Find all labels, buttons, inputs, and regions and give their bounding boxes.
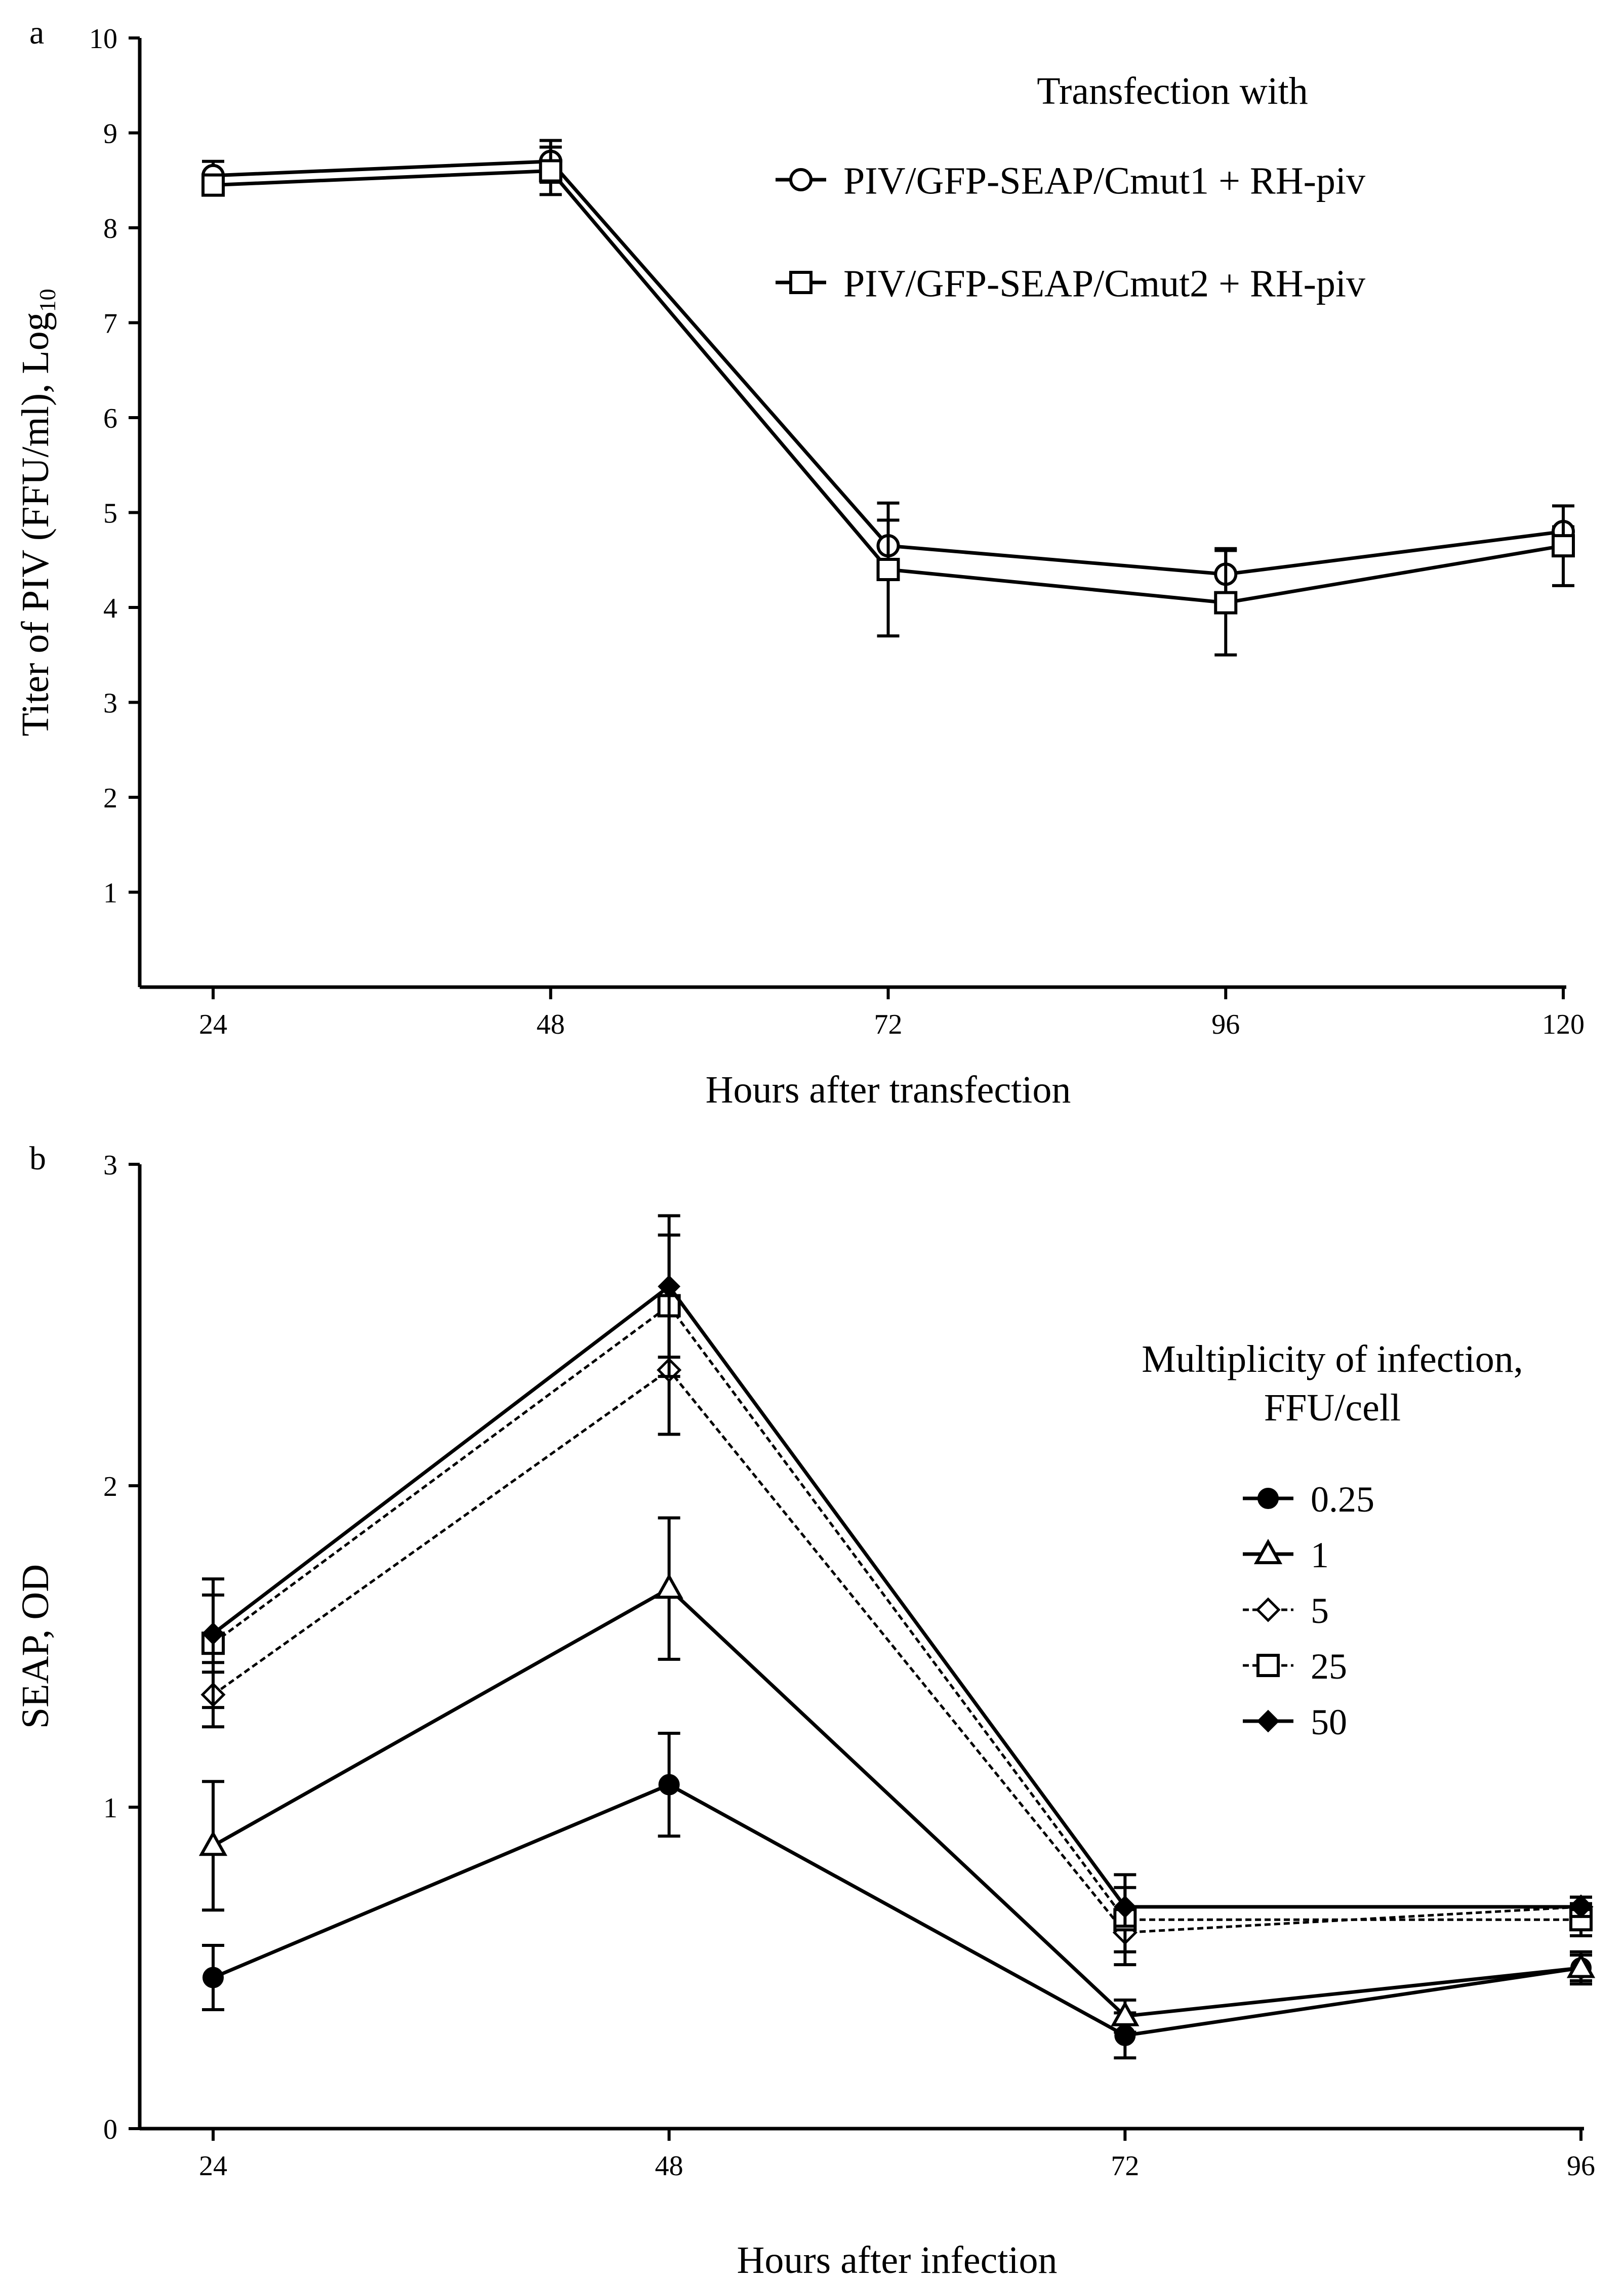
series-line	[212, 1304, 1581, 1921]
y-tick-label: 2	[103, 783, 117, 814]
legend-entry: PIV/GFP-SEAP/Cmut2 + RH-piv	[843, 262, 1365, 305]
data-point	[658, 1275, 681, 1298]
data-point	[1566, 1952, 1596, 1978]
y-tick-label: 4	[103, 593, 117, 624]
y-axis-label: Titer of PIV (FFU/ml), Log10	[14, 289, 60, 736]
x-tick-label: 120	[1542, 1009, 1585, 1040]
series-2	[201, 145, 1575, 657]
y-tick-label: 5	[103, 498, 117, 529]
y-axis-label: SEAP, OD	[14, 1564, 57, 1729]
y-tick-label: 1	[103, 1793, 117, 1824]
data-point	[1214, 591, 1238, 615]
legend-title: FFU/cell	[1264, 1387, 1401, 1429]
legend-entry: 25	[1311, 1646, 1347, 1687]
legend-marker	[1255, 1597, 1281, 1622]
series-line	[212, 1284, 1581, 1909]
y-tick-label: 8	[103, 213, 117, 245]
y-tick-label: 3	[103, 688, 117, 719]
data-point	[198, 1830, 228, 1856]
legend-marker	[1256, 1654, 1280, 1677]
x-tick-label: 48	[537, 1009, 565, 1040]
series-line	[212, 1586, 1581, 2018]
data-point	[655, 1573, 683, 1599]
data-point	[1111, 2001, 1140, 2026]
y-axis-label-subscript: 10	[34, 289, 60, 312]
legend: Transfection with PIV/GFP-SEAP/Cmut1 + RH…	[776, 70, 1365, 305]
legend-marker	[1257, 1488, 1279, 1509]
data-point	[876, 558, 900, 581]
x-axis-label: Hours after transfection	[706, 1069, 1071, 1111]
series-1	[202, 1731, 1592, 2060]
data-point	[1113, 1895, 1136, 1919]
legend-entry: 1	[1311, 1535, 1329, 1575]
legend-marker	[1256, 1709, 1280, 1733]
legend-title: Multiplicity of infection,	[1142, 1338, 1523, 1380]
data-point	[202, 1967, 224, 1988]
legend-entry: 50	[1311, 1702, 1347, 1742]
x-tick-label: 24	[199, 2150, 227, 2182]
y-axis-label-main: Titer of PIV (FFU/ml), Log	[14, 312, 57, 736]
x-tick-label: 72	[1111, 2150, 1139, 2182]
x-tick-label: 24	[199, 1009, 227, 1040]
data-point	[658, 1774, 680, 1796]
legend-entry: 0.25	[1311, 1479, 1374, 1520]
data-point	[201, 173, 225, 197]
y-tick-label: 3	[103, 1150, 117, 1181]
panel-label: a	[29, 14, 44, 51]
data-point	[1569, 1895, 1593, 1919]
data-point	[1552, 534, 1575, 558]
y-tick-label: 0	[103, 2114, 117, 2145]
y-axis-label-main: SEAP, OD	[14, 1564, 57, 1729]
x-tick-label: 48	[655, 2150, 683, 2182]
y-tick-label: 1	[103, 878, 117, 909]
x-axis-label: Hours after infection	[737, 2239, 1057, 2281]
x-tick-label: 96	[1567, 2150, 1595, 2182]
x-tick-label: 96	[1211, 1009, 1240, 1040]
x-tick-label: 72	[874, 1009, 903, 1040]
legend-entry: PIV/GFP-SEAP/Cmut1 + RH-piv	[843, 159, 1365, 202]
legend-marker	[789, 271, 813, 294]
y-tick-label: 6	[103, 403, 117, 434]
y-tick-label: 2	[103, 1471, 117, 1502]
legend-marker	[1253, 1538, 1283, 1564]
series-line	[212, 1782, 1581, 2038]
series-5	[201, 1214, 1593, 1928]
panel-label: b	[29, 1140, 46, 1177]
legend-title: Transfection with	[1037, 70, 1308, 112]
y-tick-label: 7	[103, 308, 117, 340]
panel-a: a 1 2 3 4 5 6 7 8 9 10 24 48 72 96 120 Hours after trans…	[14, 14, 1585, 1111]
series-line	[212, 1368, 1581, 1934]
y-tick-label: 10	[89, 23, 117, 55]
legend-entry: 5	[1311, 1591, 1329, 1631]
legend: Multiplicity of infection, FFU/cell 0.25 1 5…	[1142, 1338, 1523, 1742]
series-2	[198, 1516, 1596, 2034]
legend-marker	[789, 168, 813, 191]
data-point	[539, 159, 562, 183]
data-point	[201, 1622, 225, 1645]
y-tick-label: 9	[103, 118, 117, 150]
panel-b: b 0 1 2 3 24 48 72 96 Hours after infection SEAP, …	[14, 1140, 1596, 2281]
